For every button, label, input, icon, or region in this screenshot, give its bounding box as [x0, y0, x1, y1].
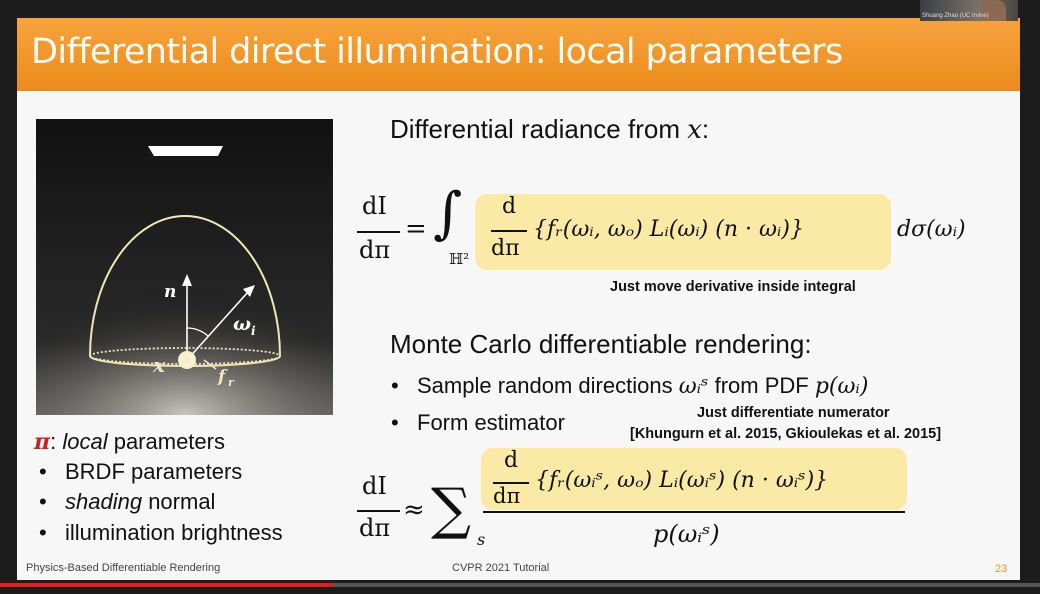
mc-main-frac-line — [483, 511, 905, 513]
omega-label: ω — [233, 313, 251, 335]
radiance-equals: = — [405, 214, 427, 244]
radiance-integrand: {fᵣ(ωᵢ, ωₒ) Lᵢ(ωᵢ) (n · ωᵢ)} — [533, 217, 804, 242]
footer-center: CVPR 2021 Tutorial — [452, 562, 550, 574]
webcam-thumbnail[interactable]: Shuang Zhao (UC Irvine) — [920, 0, 1018, 21]
normal-arrowhead — [182, 274, 192, 286]
params-item-brightness: • illumination brightness — [39, 520, 283, 545]
mc-d-num: d — [504, 448, 519, 473]
video-progress-bar[interactable] — [0, 583, 1040, 587]
mc-heading: Monte Carlo differentiable rendering: — [390, 329, 812, 359]
radiance-d-num: d — [502, 194, 517, 219]
radiance-note: Just move derivative inside integral — [610, 279, 856, 295]
slide-title: Differential direct illumination: local … — [31, 32, 843, 72]
light-source-shape — [148, 146, 223, 156]
params-item-normal: • shading normal — [39, 489, 216, 514]
brdf-label: f — [217, 367, 228, 387]
radiance-highlight — [475, 194, 891, 270]
angle-arc — [186, 327, 209, 337]
webcam-label: Shuang Zhao (UC Irvine) — [922, 13, 989, 19]
sum-sign: ∑ — [431, 477, 471, 542]
brdf-subscript: r — [228, 376, 235, 389]
figure-glow — [36, 249, 333, 415]
mc-denominator: p(ωᵢˢ) — [653, 520, 720, 548]
hemisphere-figure: n ω i x f r — [36, 119, 333, 415]
footer-left: Physics-Based Differentiable Rendering — [26, 562, 221, 574]
page-number: 23 — [995, 563, 1008, 575]
direction-arrow — [186, 291, 249, 361]
mc-lhs-frac-line — [357, 510, 400, 512]
radiance-d-den: dπ — [491, 236, 520, 261]
mc-lhs-den: dπ — [359, 514, 391, 542]
mc-bullet-estimator: • Form estimator — [391, 410, 565, 435]
point-label: x — [152, 353, 166, 377]
integral-domain: ℍ² — [449, 250, 470, 268]
mc-approx: ≈ — [403, 495, 425, 525]
params-heading: π: local parameters — [34, 429, 225, 455]
radiance-lhs-frac-line — [357, 231, 400, 233]
mc-highlight — [481, 448, 907, 510]
mc-lhs-num: dI — [362, 472, 387, 500]
mc-numerator: {fᵣ(ωᵢˢ, ωₒ) Lᵢ(ωᵢˢ) (n · ωᵢˢ)} — [535, 468, 829, 493]
radiance-lhs-num: dI — [362, 192, 387, 220]
integral-sign: ∫ — [433, 181, 463, 246]
omega-subscript: i — [251, 324, 256, 338]
radiance-d-frac-line — [491, 230, 527, 232]
shading-point — [178, 351, 196, 369]
radiance-heading: Differential radiance from x: — [390, 114, 710, 145]
mc-d-frac-line — [493, 482, 529, 484]
video-progress-fill — [0, 583, 333, 587]
radiance-lhs-den: dπ — [359, 236, 391, 264]
sum-subscript: s — [477, 530, 486, 549]
params-item-brdf: • BRDF parameters — [39, 459, 243, 484]
radiance-measure: dσ(ωᵢ) — [897, 217, 966, 242]
mc-d-den: dπ — [493, 484, 521, 508]
brdf-pointer — [203, 359, 217, 370]
direction-arrowhead — [243, 285, 255, 297]
slide: Differential direct illumination: local … — [17, 18, 1020, 580]
title-bar: Differential direct illumination: local … — [17, 18, 1020, 91]
mc-bullet-sample: • Sample random directions ωᵢˢ from PDF p… — [391, 373, 869, 399]
mc-note-numerator: Just differentiate numerator — [697, 405, 890, 421]
mc-note-citation: [Khungurn et al. 2015, Gkioulekas et al.… — [630, 426, 942, 442]
presenter-avatar — [980, 0, 1006, 21]
hemisphere-outline — [89, 215, 281, 357]
normal-label: n — [164, 282, 176, 302]
